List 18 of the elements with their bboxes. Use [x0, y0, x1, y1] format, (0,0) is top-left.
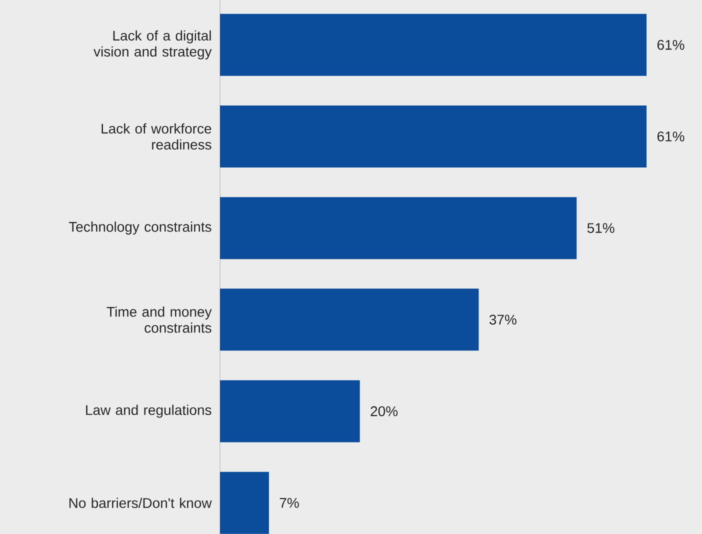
y-tick-label: Lack of workforce readiness	[102, 123, 212, 150]
data-label: 37%	[489, 314, 516, 325]
bar	[220, 14, 647, 76]
data-label: 61%	[657, 132, 684, 142]
bar	[220, 472, 269, 534]
data-label: 51%	[587, 223, 614, 233]
y-tick-label: Law and regulations	[86, 404, 212, 418]
bar	[220, 288, 479, 351]
y-tick-label: Time and money constraints	[106, 306, 212, 333]
y-tick-label: No barriers/Don't know	[69, 498, 212, 508]
bar	[220, 105, 647, 168]
y-tick-label: Lack of a digital vision and strategy	[94, 30, 212, 60]
bar	[220, 380, 360, 442]
bar	[220, 197, 577, 260]
y-tick-label: Technology constraints	[68, 222, 212, 235]
data-label: 20%	[370, 406, 398, 416]
data-label: 7%	[280, 498, 299, 508]
data-label: 61%	[657, 40, 684, 50]
